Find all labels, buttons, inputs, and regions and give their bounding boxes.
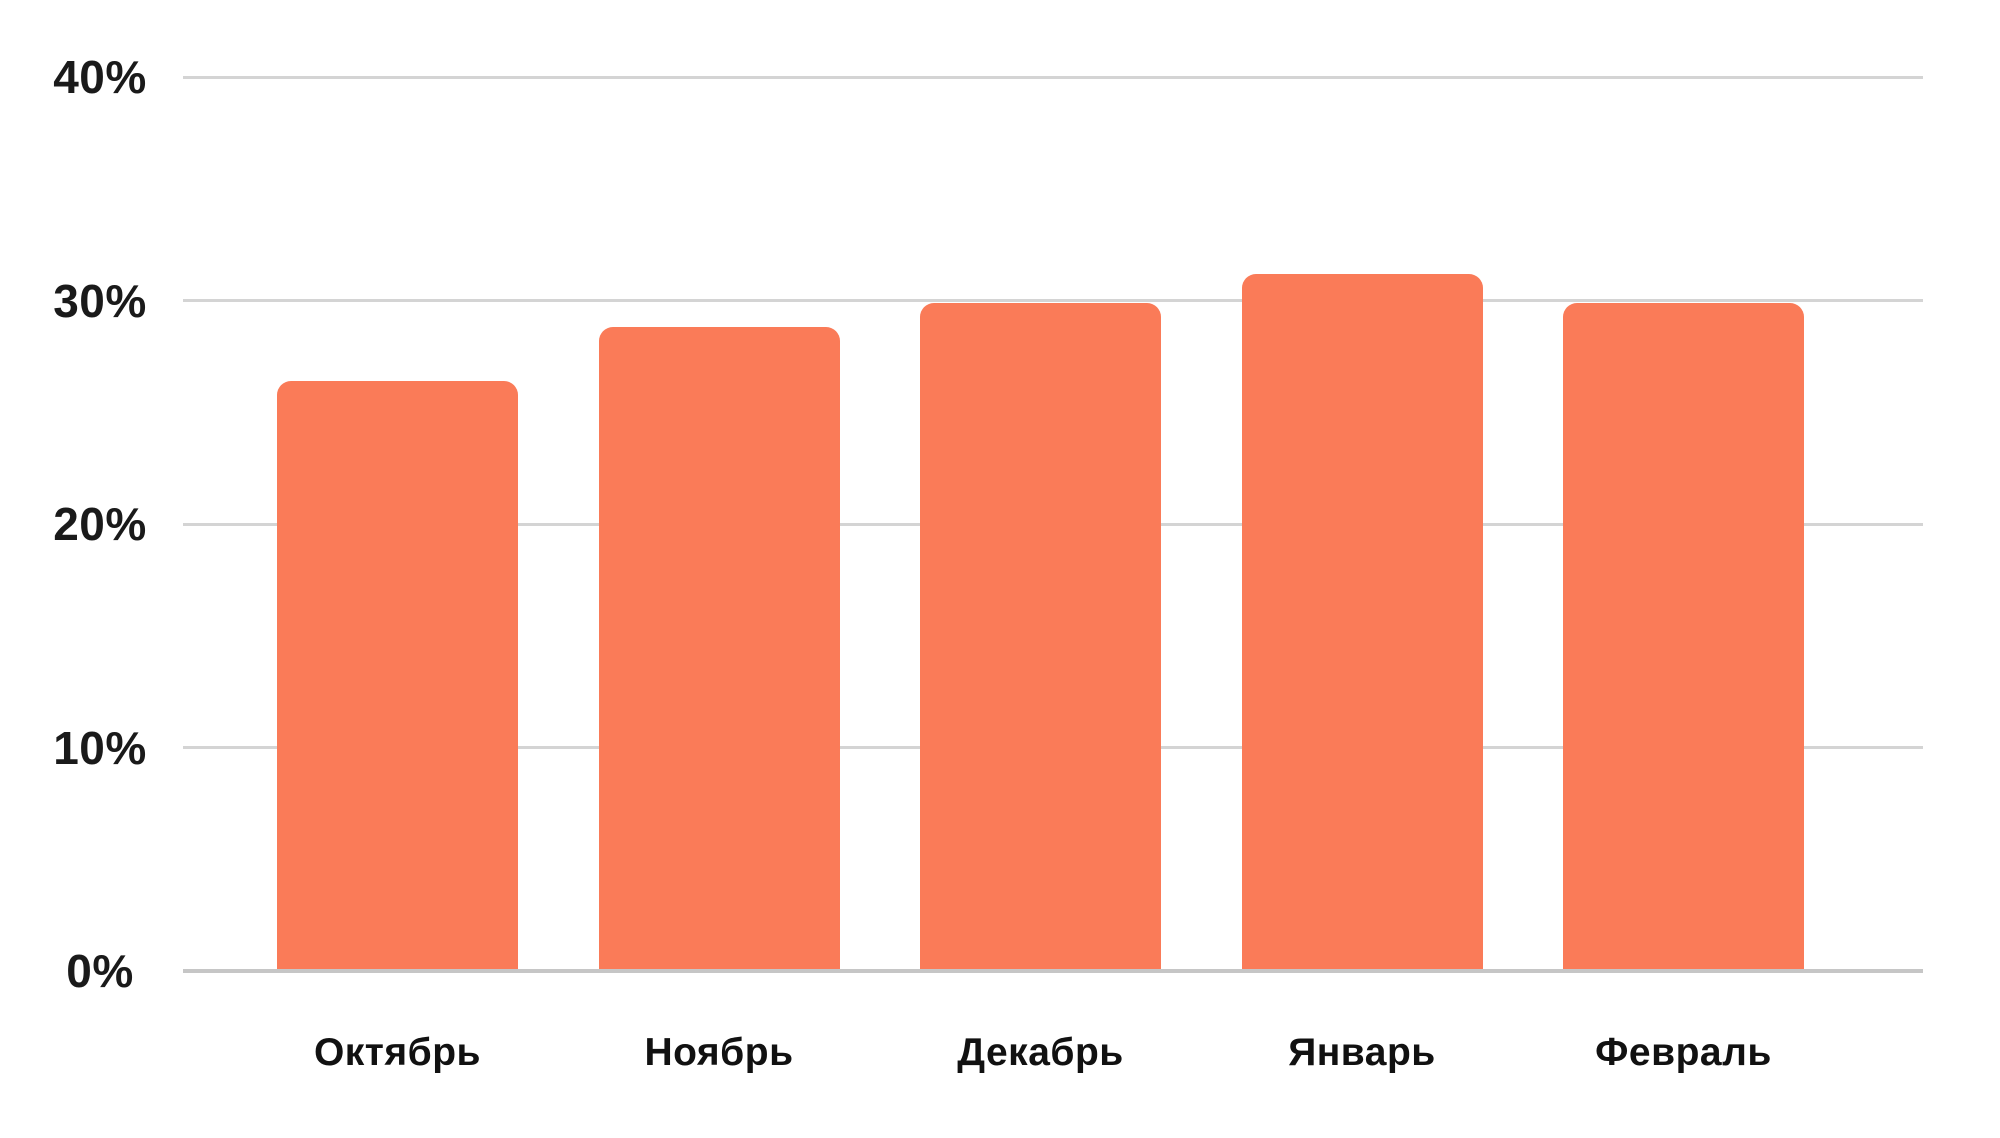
y-axis-tick-label: 10% (53, 721, 147, 774)
y-axis-tick-label: 30% (53, 274, 147, 327)
y-axis-tick-label: 40% (53, 51, 147, 103)
y-axis-tick-label: 0% (66, 945, 134, 997)
bar-Февраль (1563, 302, 1804, 971)
bar-Январь (1241, 273, 1483, 971)
x-axis-label-Февраль: Февраль (1595, 1031, 1772, 1074)
gridline-30 (183, 299, 1923, 302)
bar-Ноябрь (598, 327, 840, 971)
bar-Декабрь (920, 302, 1161, 971)
bar-Октябрь (277, 380, 518, 971)
x-axis-label-Ноябрь: Ноябрь (644, 1031, 794, 1074)
y-axis-tick-label: 20% (53, 498, 147, 550)
x-axis-label-Январь: Январь (1288, 1031, 1436, 1074)
x-axis-label-Октябрь: Октябрь (313, 1031, 482, 1074)
x-axis-baseline (183, 969, 1923, 973)
gridline-40 (183, 75, 1923, 79)
x-axis-label-Декабрь: Декабрь (957, 1031, 1124, 1074)
